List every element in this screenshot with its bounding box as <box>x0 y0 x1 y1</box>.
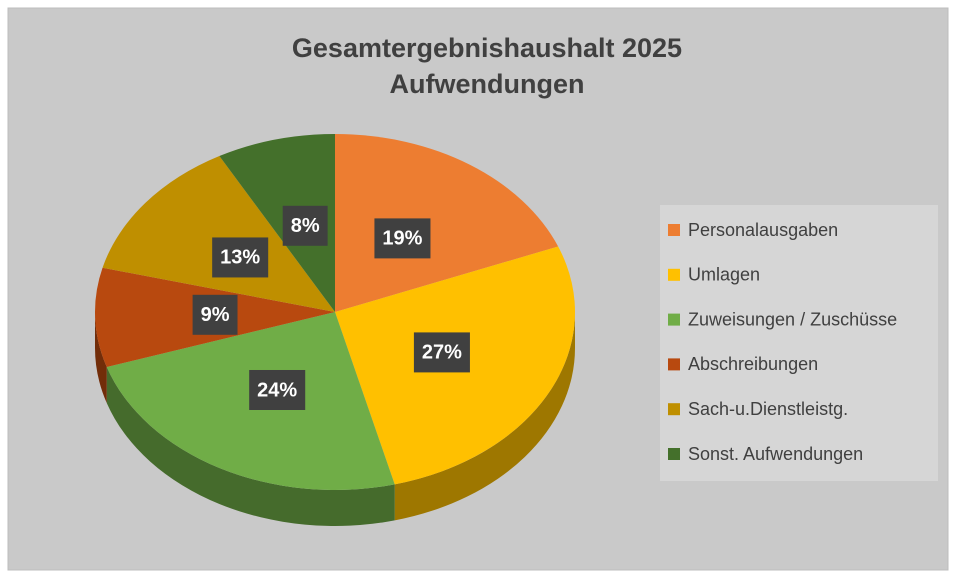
data-label: 24% <box>257 379 297 401</box>
chart-title: Gesamtergebnishaushalt 2025 <box>292 33 682 63</box>
legend-label: Abschreibungen <box>688 354 818 374</box>
data-label-box <box>192 294 238 335</box>
data-label: 8% <box>291 215 320 237</box>
legend-label: Zuweisungen / Zuschüsse <box>688 309 897 329</box>
slice-side <box>95 312 107 404</box>
slice <box>335 134 559 312</box>
data-label: 13% <box>220 247 260 269</box>
slice <box>219 134 335 312</box>
legend-label: Umlagen <box>688 265 760 285</box>
legend-swatch <box>668 358 680 371</box>
data-label-box <box>374 218 431 259</box>
legend-swatch <box>668 448 680 460</box>
data-label: 27% <box>422 342 462 364</box>
data-label-box <box>413 332 470 373</box>
legend-label: Sonst. Aufwendungen <box>688 444 863 464</box>
data-label-box <box>212 237 269 278</box>
slice <box>102 156 335 312</box>
legend-box <box>660 205 938 481</box>
legend-swatch <box>668 268 680 281</box>
slice-side <box>394 312 575 521</box>
legend-label: Sach-u.Dienstleistg. <box>688 399 848 419</box>
legend-swatch <box>668 313 680 326</box>
legend-swatch <box>668 403 680 416</box>
slice-side <box>106 367 395 526</box>
legend-swatch <box>668 224 680 236</box>
legend-label: Personalausgaben <box>688 220 838 240</box>
data-label-box <box>249 369 306 410</box>
chart-title: Aufwendungen <box>390 69 585 99</box>
data-label: 9% <box>201 304 230 326</box>
data-label: 19% <box>382 228 422 250</box>
data-label-box <box>282 205 328 246</box>
